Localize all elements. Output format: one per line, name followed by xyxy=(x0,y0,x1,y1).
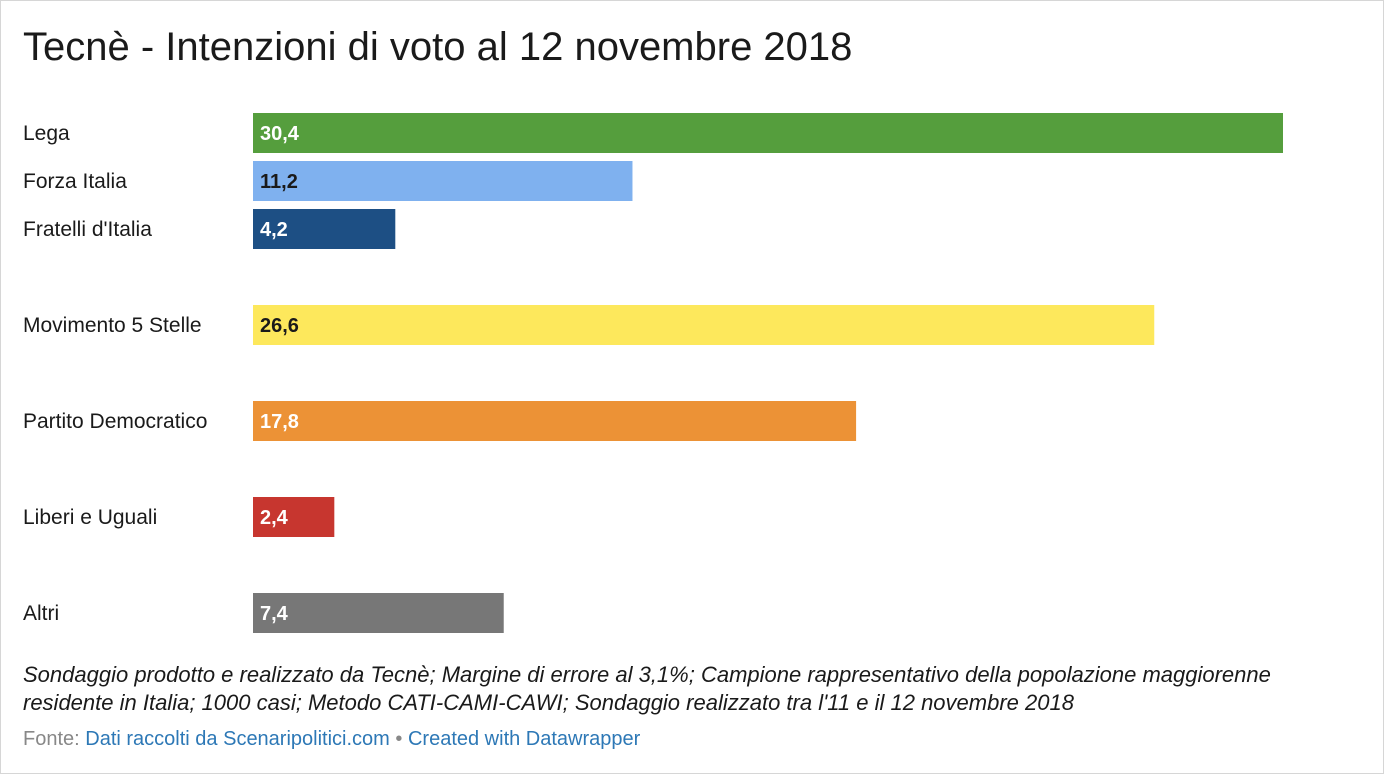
category-label: Liberi e Uguali xyxy=(23,506,157,529)
bar-value-label: 2,4 xyxy=(260,507,289,529)
bar xyxy=(253,593,504,633)
category-label: Altri xyxy=(23,602,59,625)
bar xyxy=(253,497,335,537)
bar-value-label: 7,4 xyxy=(260,603,289,625)
chart-title: Tecnè - Intenzioni di voto al 12 novembr… xyxy=(23,25,853,69)
bar-value-label: 26,6 xyxy=(260,315,299,337)
category-label: Lega xyxy=(23,122,70,145)
chart-footer: Fonte: Dati raccolti da Scenaripolitici.… xyxy=(23,728,640,751)
bar-value-label: 17,8 xyxy=(260,411,299,433)
bar xyxy=(253,113,1283,153)
bar xyxy=(253,209,396,249)
datawrapper-credit-link[interactable]: Created with Datawrapper xyxy=(407,728,641,750)
bar xyxy=(253,161,633,201)
bar-value-label: 11,2 xyxy=(260,171,298,193)
bar xyxy=(253,305,1155,345)
footer-separator: • xyxy=(395,728,403,750)
bar-value-label: 30,4 xyxy=(260,123,300,145)
chart-notes: Sondaggio prodotto e realizzato da Tecnè… xyxy=(23,662,1271,715)
source-label: Fonte: xyxy=(23,728,80,750)
category-label: Fratelli d'Italia xyxy=(23,218,152,241)
category-label: Forza Italia xyxy=(23,170,127,193)
category-label: Movimento 5 Stelle xyxy=(23,314,202,337)
bar-value-label: 4,2 xyxy=(260,219,288,241)
bar xyxy=(253,401,857,441)
bar-chart: Lega 30,4 Forza Italia 11,2 Fratelli d'Itali… xyxy=(23,113,1283,633)
category-label: Partito Democratico xyxy=(23,410,207,433)
source-link[interactable]: Dati raccolti da Scenaripolitici.com xyxy=(85,728,390,750)
